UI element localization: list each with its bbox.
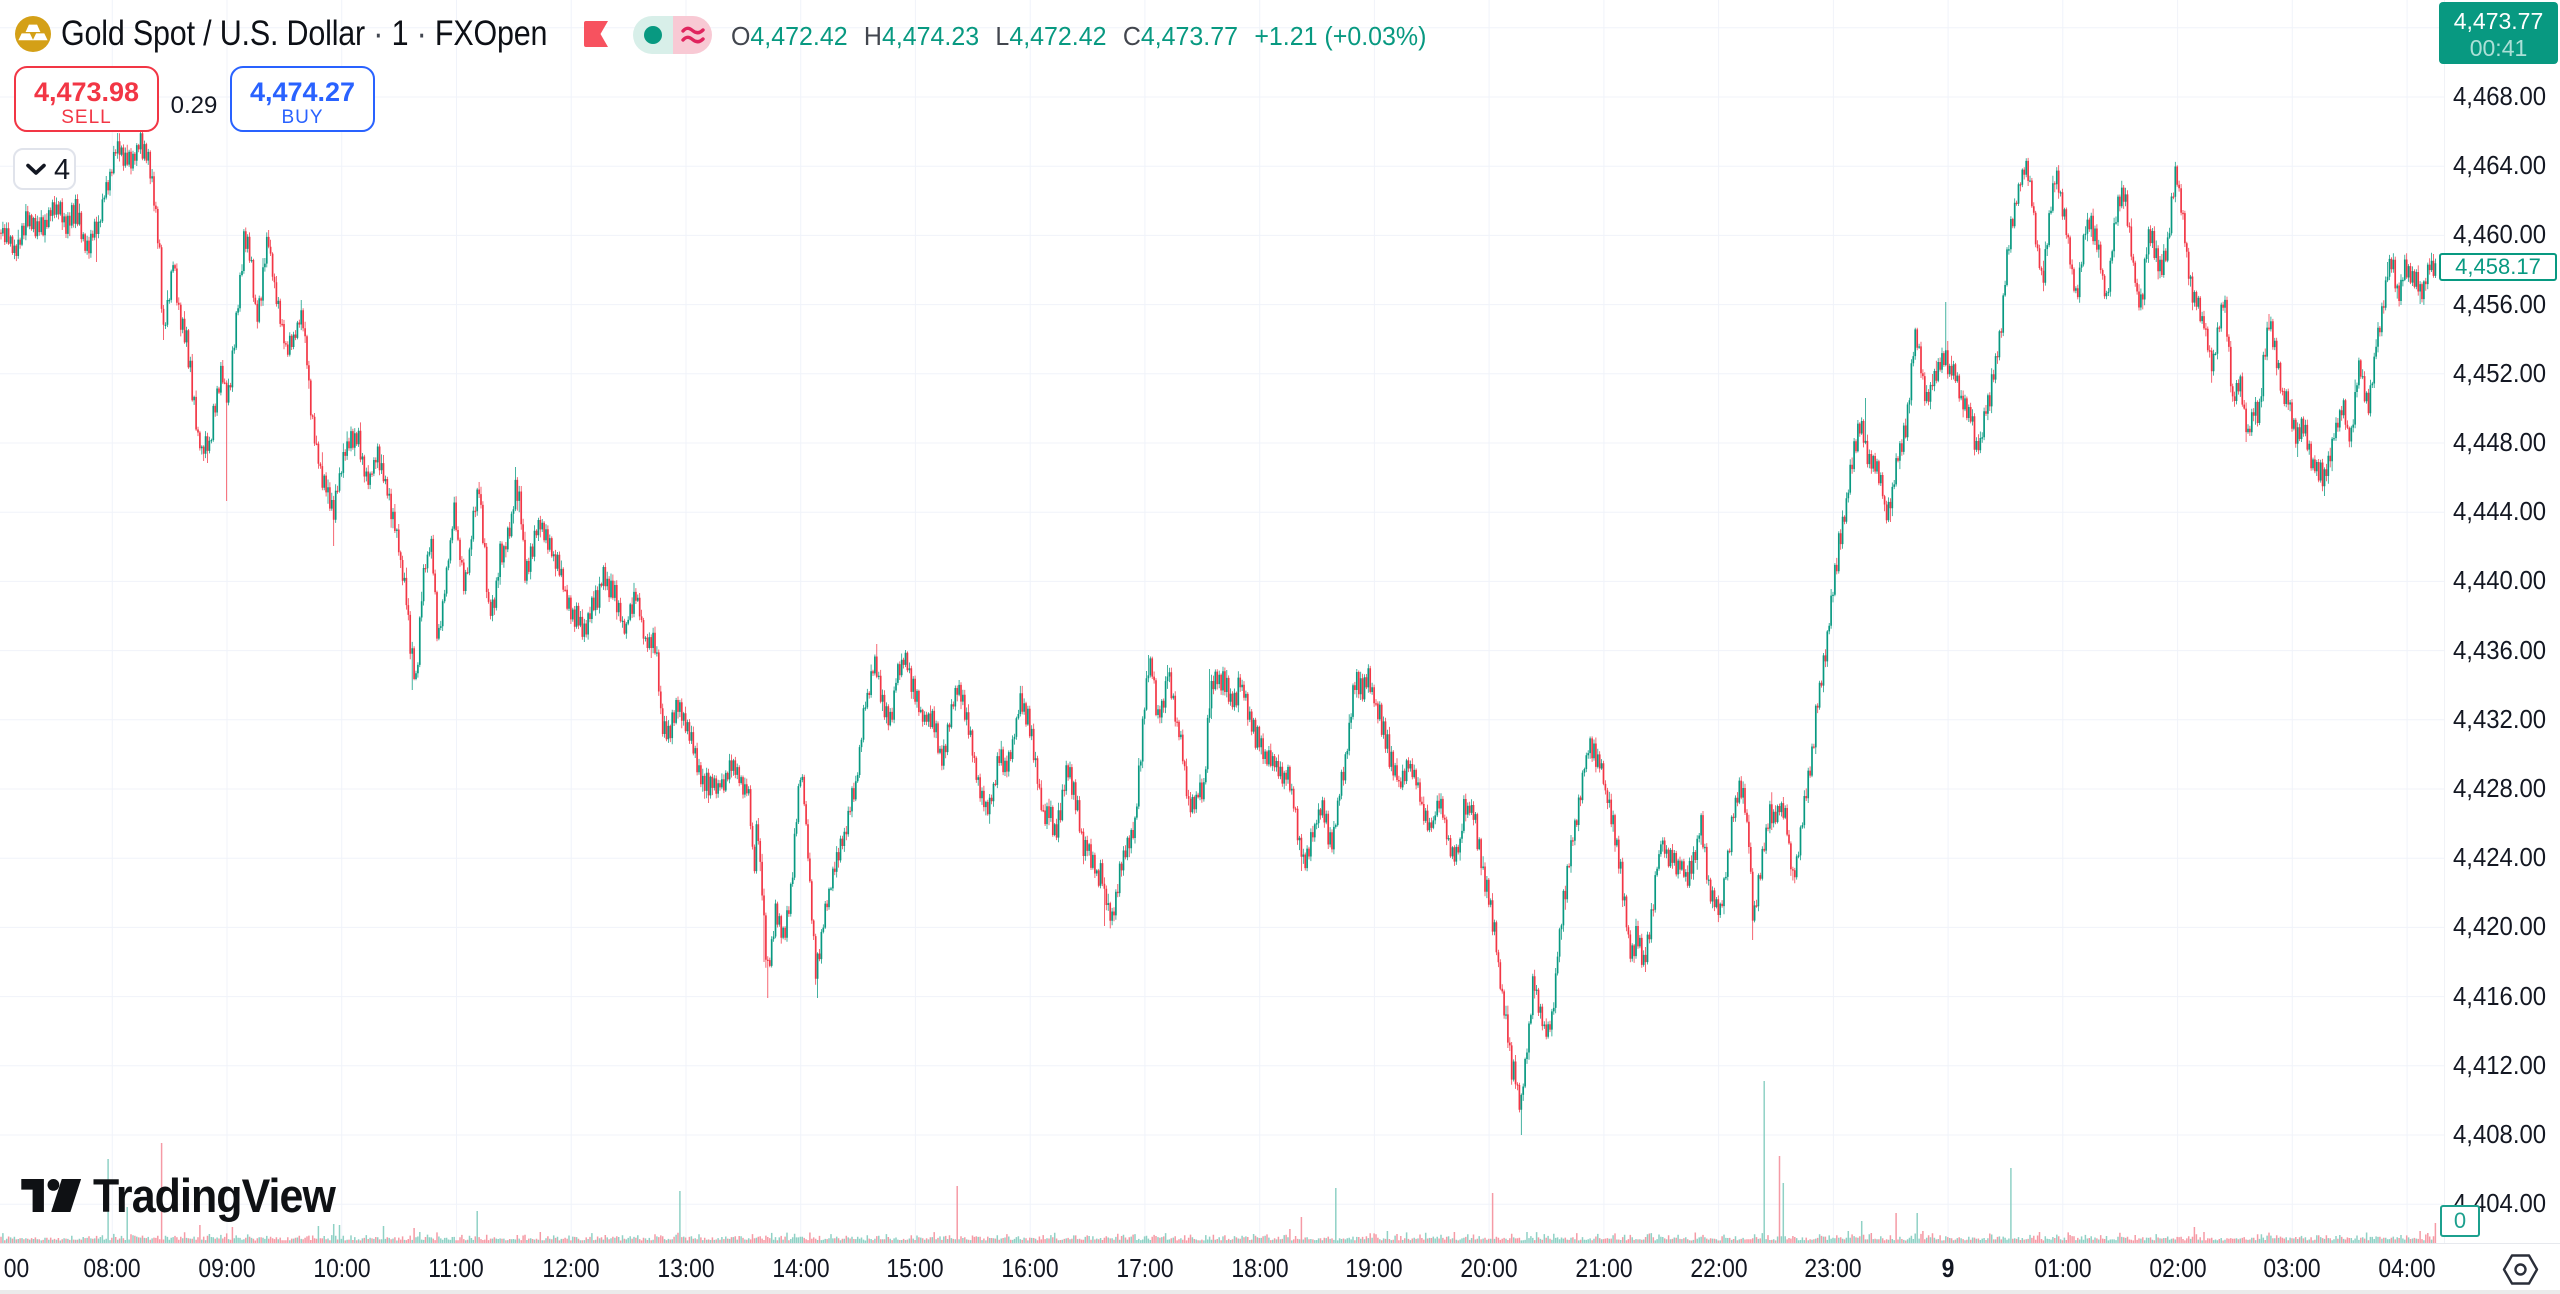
- svg-text:TradingView: TradingView: [93, 1169, 336, 1222]
